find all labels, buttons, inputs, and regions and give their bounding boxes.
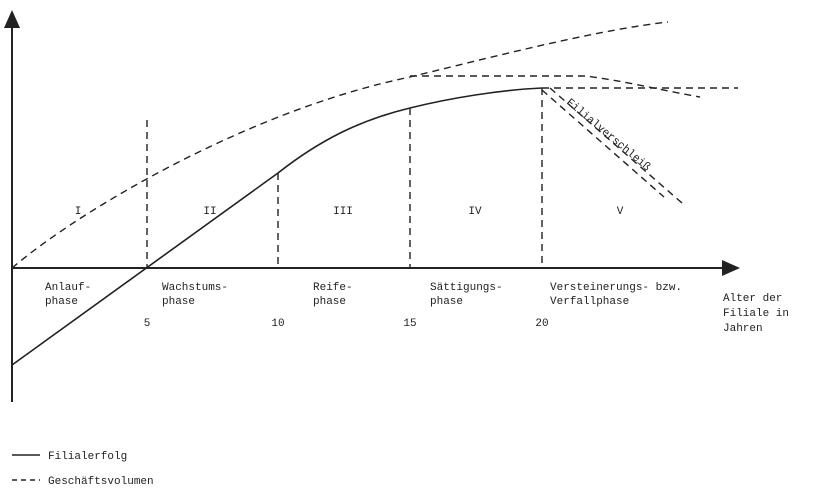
phase-numeral: IV xyxy=(468,206,482,218)
decline-line xyxy=(549,87,683,204)
x-axis-label: Filiale in xyxy=(723,308,789,320)
phase-label: Verfallphase xyxy=(550,296,629,308)
phase-label: Reife- xyxy=(313,282,353,294)
volume-plateau xyxy=(410,75,701,98)
legend-label: Geschäftsvolumen xyxy=(48,476,154,488)
volume-curve xyxy=(11,21,669,269)
phase-label: phase xyxy=(45,296,78,308)
phase-numeral: V xyxy=(617,206,624,218)
legend-label: Filialerfolg xyxy=(48,451,127,463)
x-axis-label: Jahren xyxy=(723,323,763,335)
phase-label: Wachstums- xyxy=(162,282,228,294)
x-axis-label: Alter der xyxy=(723,293,782,305)
x-tick-label: 10 xyxy=(271,318,284,330)
annotation: Filialverschleiß xyxy=(563,97,652,174)
phase-label: phase xyxy=(162,296,195,308)
phase-label: Sättigungs- xyxy=(430,282,503,294)
phase-numeral: I xyxy=(75,206,82,218)
phase-numeral: II xyxy=(203,206,216,218)
x-tick-label: 5 xyxy=(144,318,151,330)
x-tick-label: 20 xyxy=(535,318,548,330)
x-tick-label: 15 xyxy=(403,318,416,330)
success-curve xyxy=(11,87,543,366)
phase-label: Versteinerungs- bzw. xyxy=(550,282,682,294)
phase-label: phase xyxy=(313,296,346,308)
decline-line xyxy=(541,89,665,198)
phase-label: Anlauf- xyxy=(45,282,91,294)
phase-numeral: III xyxy=(333,206,353,218)
phase-label: phase xyxy=(430,296,463,308)
